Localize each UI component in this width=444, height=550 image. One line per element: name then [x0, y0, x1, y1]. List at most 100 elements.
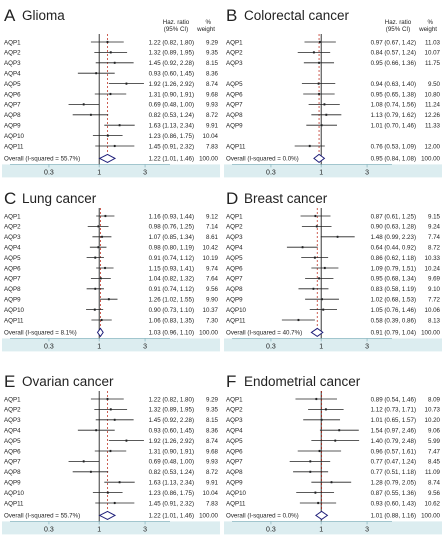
ci-text: 1.22 (0.82, 1.80)	[149, 396, 194, 403]
ci-text: 1.15 (0.93, 1.41)	[149, 265, 194, 272]
row-label: AQP5	[4, 255, 21, 262]
point-estimate	[89, 470, 93, 473]
row-label: AQP10	[4, 490, 25, 497]
point-estimate	[338, 429, 341, 432]
panel-title: Glioma	[22, 8, 65, 23]
ci-text: 0.98 (0.80, 1.19)	[149, 245, 194, 252]
point-estimate	[82, 103, 85, 106]
row-label: AQP8	[4, 112, 21, 119]
point-estimate	[312, 287, 315, 290]
ci-text: 0.98 (0.76, 1.25)	[149, 224, 194, 231]
row-label: AQP4	[4, 428, 21, 435]
overall-diamond	[313, 153, 326, 164]
row-label: AQP9	[226, 123, 243, 130]
row-label: AQP4	[4, 71, 21, 78]
ci-text: 1.05 (0.76, 1.46)	[371, 307, 416, 314]
point-estimate	[323, 103, 326, 106]
row-label: AQP6	[4, 448, 21, 455]
row-label: AQP8	[4, 469, 21, 476]
ci-text: 0.91 (0.74, 1.12)	[149, 255, 194, 262]
overall-weight-text: 100.00	[199, 513, 218, 520]
row-label: AQP7	[4, 276, 21, 283]
weight-text: 9.10	[428, 286, 441, 293]
panel-e: E Ovarian cancer 0.3 1 3 AQP1 1.22 (0.82, 1.80…	[2, 372, 220, 535]
axis-band	[2, 338, 220, 352]
x-tick-label: 1	[97, 169, 101, 176]
ci-text: 0.64 (0.44, 0.92)	[371, 245, 416, 252]
weight-text: 10.06	[425, 307, 441, 314]
x-tick-label: 1	[97, 526, 101, 533]
ci-text: 0.93 (0.60, 1.43)	[371, 500, 416, 507]
ci-text: 1.31 (0.90, 1.91)	[149, 448, 194, 455]
point-estimate	[103, 266, 107, 270]
row-label: AQP1	[226, 396, 243, 403]
row-label: AQP6	[226, 448, 243, 455]
x-tick-label: 3	[365, 526, 369, 533]
row-label: AQP3	[4, 234, 21, 241]
point-estimate	[118, 124, 121, 127]
ci-text: 0.77 (0.47, 1.24)	[371, 459, 416, 466]
ci-text: 0.77 (0.51, 1.18)	[371, 469, 416, 476]
row-label: AQP1	[226, 39, 243, 46]
row-label: AQP1	[4, 39, 21, 46]
point-estimate	[317, 501, 320, 505]
row-label: AQP5	[4, 438, 21, 445]
weight-text: 8.61	[206, 234, 219, 241]
point-estimate	[314, 491, 317, 494]
panel-title: Ovarian cancer	[22, 374, 114, 389]
overall-label: Overall (I-squared = 55.7%)	[4, 513, 80, 520]
ci-text: 0.87 (0.55, 1.36)	[371, 490, 416, 497]
row-label: AQP7	[226, 459, 243, 466]
ci-text: 1.04 (0.82, 1.32)	[149, 276, 194, 283]
ci-text: 0.86 (0.62, 1.18)	[371, 255, 416, 262]
row-label: AQP11	[4, 317, 24, 324]
ci-text: 0.90 (0.63, 1.28)	[371, 224, 416, 231]
weight-text: 8.36	[206, 428, 219, 435]
point-estimate	[100, 235, 104, 238]
weight-text: 7.14	[206, 224, 219, 231]
point-estimate	[106, 397, 109, 401]
point-estimate	[113, 501, 116, 505]
ci-text: 0.93 (0.60, 1.45)	[149, 428, 194, 435]
point-estimate	[320, 124, 323, 127]
overall-label: Overall (I-squared = 0.0%)	[226, 513, 299, 520]
weight-text: 7.83	[206, 143, 219, 150]
point-estimate	[315, 225, 318, 228]
row-label: AQP2	[226, 407, 243, 414]
weight-text: 11.09	[425, 469, 441, 476]
point-estimate	[109, 408, 112, 411]
row-label: AQP10	[226, 490, 247, 497]
row-label: AQP1	[4, 213, 21, 220]
weight-text: 7.83	[206, 500, 219, 507]
x-tick-label: 0.3	[266, 343, 276, 350]
ci-text: 1.12 (0.73, 1.71)	[371, 407, 416, 414]
point-estimate	[106, 40, 109, 44]
axis-band	[224, 338, 442, 352]
panel-title: Endometrial cancer	[244, 374, 361, 389]
point-estimate	[309, 460, 312, 463]
overall-weight-text: 100.00	[199, 330, 218, 337]
row-label: AQP7	[226, 102, 243, 109]
column-header-ratio: Haz. ratio	[385, 19, 412, 26]
panel-title: Breast cancer	[244, 191, 328, 206]
weight-text: 9.69	[428, 276, 441, 283]
weight-text: 9.90	[206, 297, 219, 304]
point-estimate	[125, 439, 128, 442]
point-estimate	[99, 277, 102, 280]
ci-text: 1.01 (0.70, 1.46)	[371, 123, 416, 130]
panel-a: A Glioma Haz. ratio(95% CI)%weight 0.3 1 3 AQP…	[2, 6, 220, 178]
x-tick-label: 0.3	[44, 343, 54, 350]
point-estimate	[109, 449, 112, 453]
point-estimate	[104, 214, 107, 218]
point-estimate	[109, 92, 112, 96]
ci-text: 1.40 (0.79, 2.48)	[371, 438, 416, 445]
weight-text: 9.29	[206, 396, 219, 403]
row-label: AQP3	[226, 234, 243, 241]
weight-text: 10.19	[203, 255, 219, 262]
weight-text: 8.15	[206, 417, 219, 424]
row-label: AQP11	[226, 143, 246, 150]
ci-text: 1.48 (0.99, 2.23)	[371, 234, 416, 241]
row-label: AQP1	[4, 396, 21, 403]
overall-diamond	[98, 153, 117, 163]
